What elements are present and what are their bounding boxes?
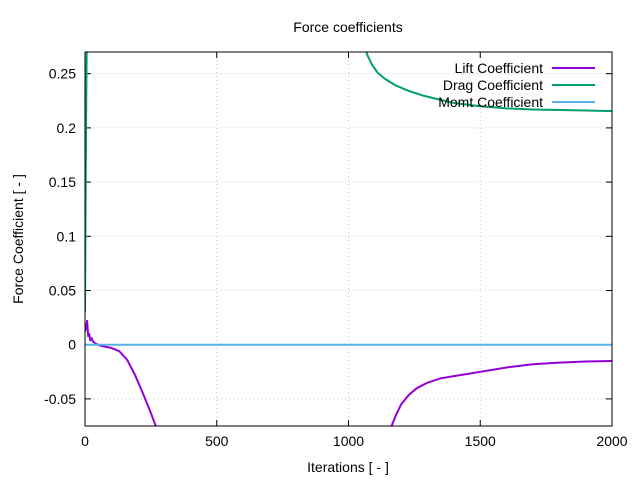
y-tick-label: 0.2 (57, 120, 77, 136)
y-tick-label: -0.05 (44, 391, 76, 407)
x-tick-label: 2000 (596, 433, 627, 449)
y-tick-label: 0.25 (49, 66, 76, 82)
legend-label-lift-coefficient: Lift Coefficient (455, 60, 544, 76)
x-tick-label: 0 (81, 433, 89, 449)
x-axis-label: Iterations [ - ] (307, 459, 389, 475)
y-axis-label: Force Coefficient [ - ] (10, 174, 26, 304)
x-tick-label: 1500 (465, 433, 496, 449)
y-tick-label: 0.05 (49, 282, 76, 298)
drag-coefficient-line (85, 52, 612, 313)
chart-title: Force coefficients (293, 19, 402, 35)
legend-label-momt-coefficient: Momt Coefficient (438, 94, 543, 110)
y-tick-label: 0 (68, 337, 76, 353)
legend-label-drag-coefficient: Drag Coefficient (443, 77, 543, 93)
x-tick-label: 500 (205, 433, 229, 449)
tick-labels: 0 500 1000 1500 2000 -0.05 0 0.05 0.1 0.15 0.2 0.25 (44, 66, 628, 449)
series-layer (85, 52, 612, 426)
y-tick-label: 0.1 (57, 228, 77, 244)
x-tick-label: 1000 (333, 433, 364, 449)
plot-frame (84, 51, 613, 427)
y-tick-label: 0.15 (49, 174, 76, 190)
lift-coefficient-line (85, 319, 612, 426)
